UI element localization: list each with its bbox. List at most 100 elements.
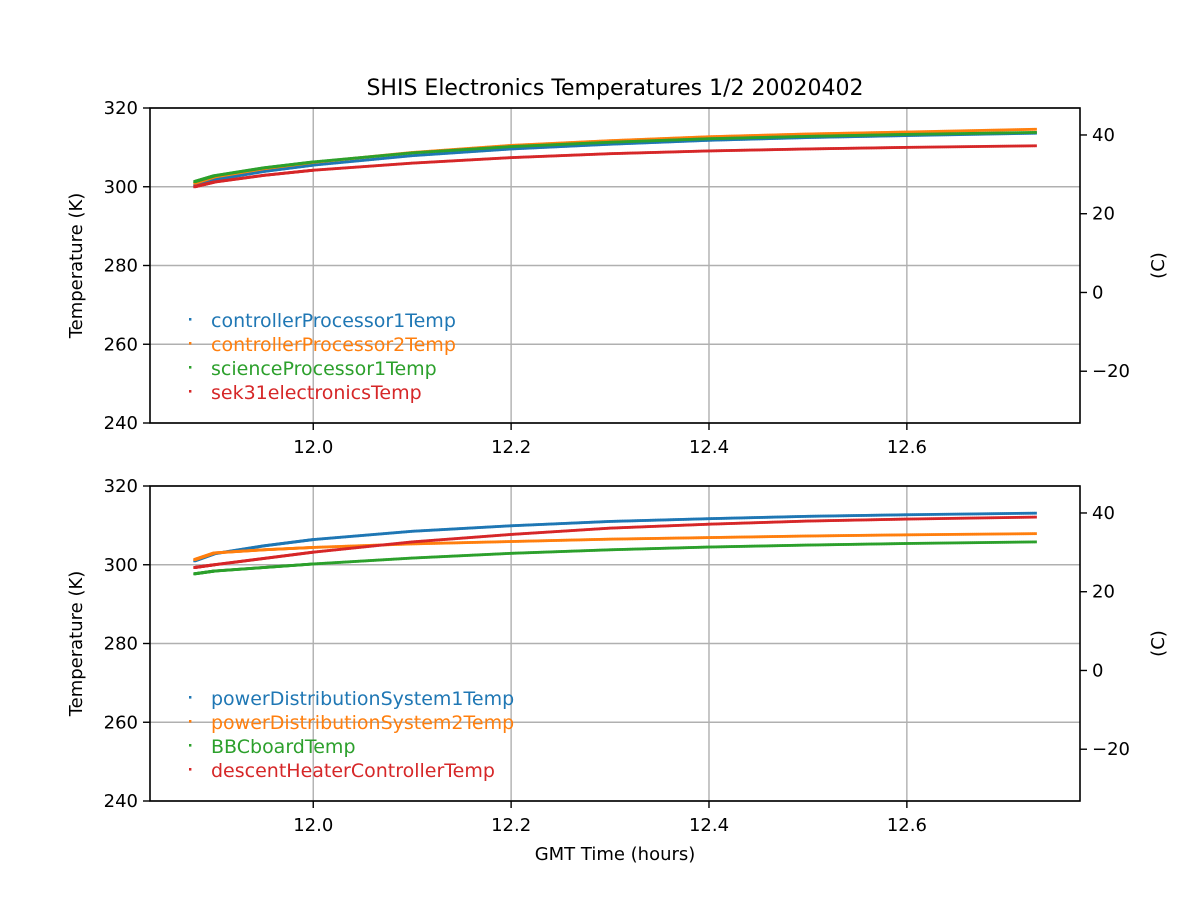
data-point: [823, 534, 826, 538]
data-point: [819, 134, 823, 138]
data-point: [603, 520, 607, 524]
data-point: [887, 146, 891, 150]
data-point: [323, 561, 327, 565]
data-point: [638, 138, 642, 141]
data-point: [948, 512, 952, 516]
data-point: [557, 154, 561, 158]
data-point: [518, 539, 521, 543]
data-point: [594, 152, 597, 156]
data-point: [861, 131, 864, 135]
data-point: [557, 522, 561, 526]
data-point: [786, 147, 790, 151]
data-point: [661, 524, 665, 528]
data-point: [656, 139, 660, 142]
data-point: [984, 128, 988, 132]
data-point: [570, 549, 574, 553]
data-point: [877, 533, 881, 537]
data-point: [793, 132, 797, 136]
data-point: [744, 148, 747, 152]
data-point: [961, 516, 964, 520]
data-point: [999, 131, 1003, 135]
data-point: [783, 135, 787, 139]
data-point: [442, 149, 445, 153]
data-point: [312, 562, 315, 566]
data-point: [435, 538, 439, 542]
legend-label: BBCboardTemp: [211, 736, 356, 758]
data-point: [729, 522, 732, 525]
data-point: [589, 143, 592, 147]
data-point: [439, 528, 442, 532]
data-point: [343, 160, 346, 164]
data-point: [758, 133, 762, 137]
data-point: [471, 535, 475, 539]
data-point: [839, 134, 843, 138]
data-point: [650, 525, 653, 528]
data-point: [760, 148, 764, 152]
data-point: [912, 145, 915, 149]
data-point: [467, 536, 470, 540]
data-point: [590, 152, 594, 156]
data-point: [744, 521, 747, 525]
data-point: [401, 541, 404, 545]
data-point: [866, 542, 869, 546]
data-point: [348, 160, 351, 164]
data-point: [340, 535, 343, 539]
data-point: [900, 130, 904, 134]
data-point: [841, 543, 844, 546]
data-point: [537, 523, 541, 526]
data-point: [1002, 516, 1005, 519]
data-point: [907, 130, 911, 134]
data-point: [620, 526, 623, 530]
data-point: [699, 523, 703, 526]
data-point: [432, 150, 436, 153]
data-point: [579, 549, 582, 553]
data-point: [368, 559, 371, 563]
data-point: [847, 146, 851, 150]
data-point: [420, 542, 424, 546]
data-point: [412, 529, 416, 533]
data-point: [659, 137, 663, 141]
data-point: [967, 516, 971, 520]
data-point: [511, 540, 515, 543]
data-point: [412, 542, 416, 546]
data-point: [739, 134, 742, 138]
data-point: [974, 145, 977, 148]
y-tick-label: 280: [104, 256, 138, 277]
data-point: [679, 523, 683, 527]
data-point: [661, 138, 665, 142]
data-point: [895, 146, 899, 149]
data-point: [617, 142, 620, 146]
data-point: [946, 145, 949, 149]
data-point: [929, 533, 932, 537]
data-point: [834, 519, 838, 522]
data-point: [481, 157, 485, 161]
data-point: [706, 137, 709, 141]
data-point: [465, 526, 468, 530]
data-point: [551, 550, 554, 554]
data-point: [410, 151, 414, 155]
data-point: [927, 533, 930, 537]
legend: powerDistributionSystem1TemppowerDistrib…: [189, 688, 514, 782]
data-point: [852, 518, 856, 522]
data-point: [924, 130, 928, 134]
data-point: [819, 132, 823, 136]
data-point: [679, 140, 683, 143]
data-point: [386, 531, 389, 535]
data-point: [443, 528, 447, 531]
data-point: [504, 147, 508, 151]
data-point: [628, 140, 632, 143]
data-point: [791, 135, 795, 139]
data-point: [663, 536, 666, 540]
data-point: [758, 544, 762, 548]
data-point: [801, 132, 805, 136]
data-point: [526, 539, 530, 543]
data-point: [952, 145, 956, 149]
data-point: [356, 534, 360, 538]
data-point: [762, 535, 765, 539]
data-point: [852, 134, 856, 137]
data-point: [427, 542, 431, 545]
data-point: [521, 532, 525, 536]
data-point: [407, 530, 411, 533]
data-point: [879, 518, 882, 521]
data-point: [478, 540, 482, 544]
